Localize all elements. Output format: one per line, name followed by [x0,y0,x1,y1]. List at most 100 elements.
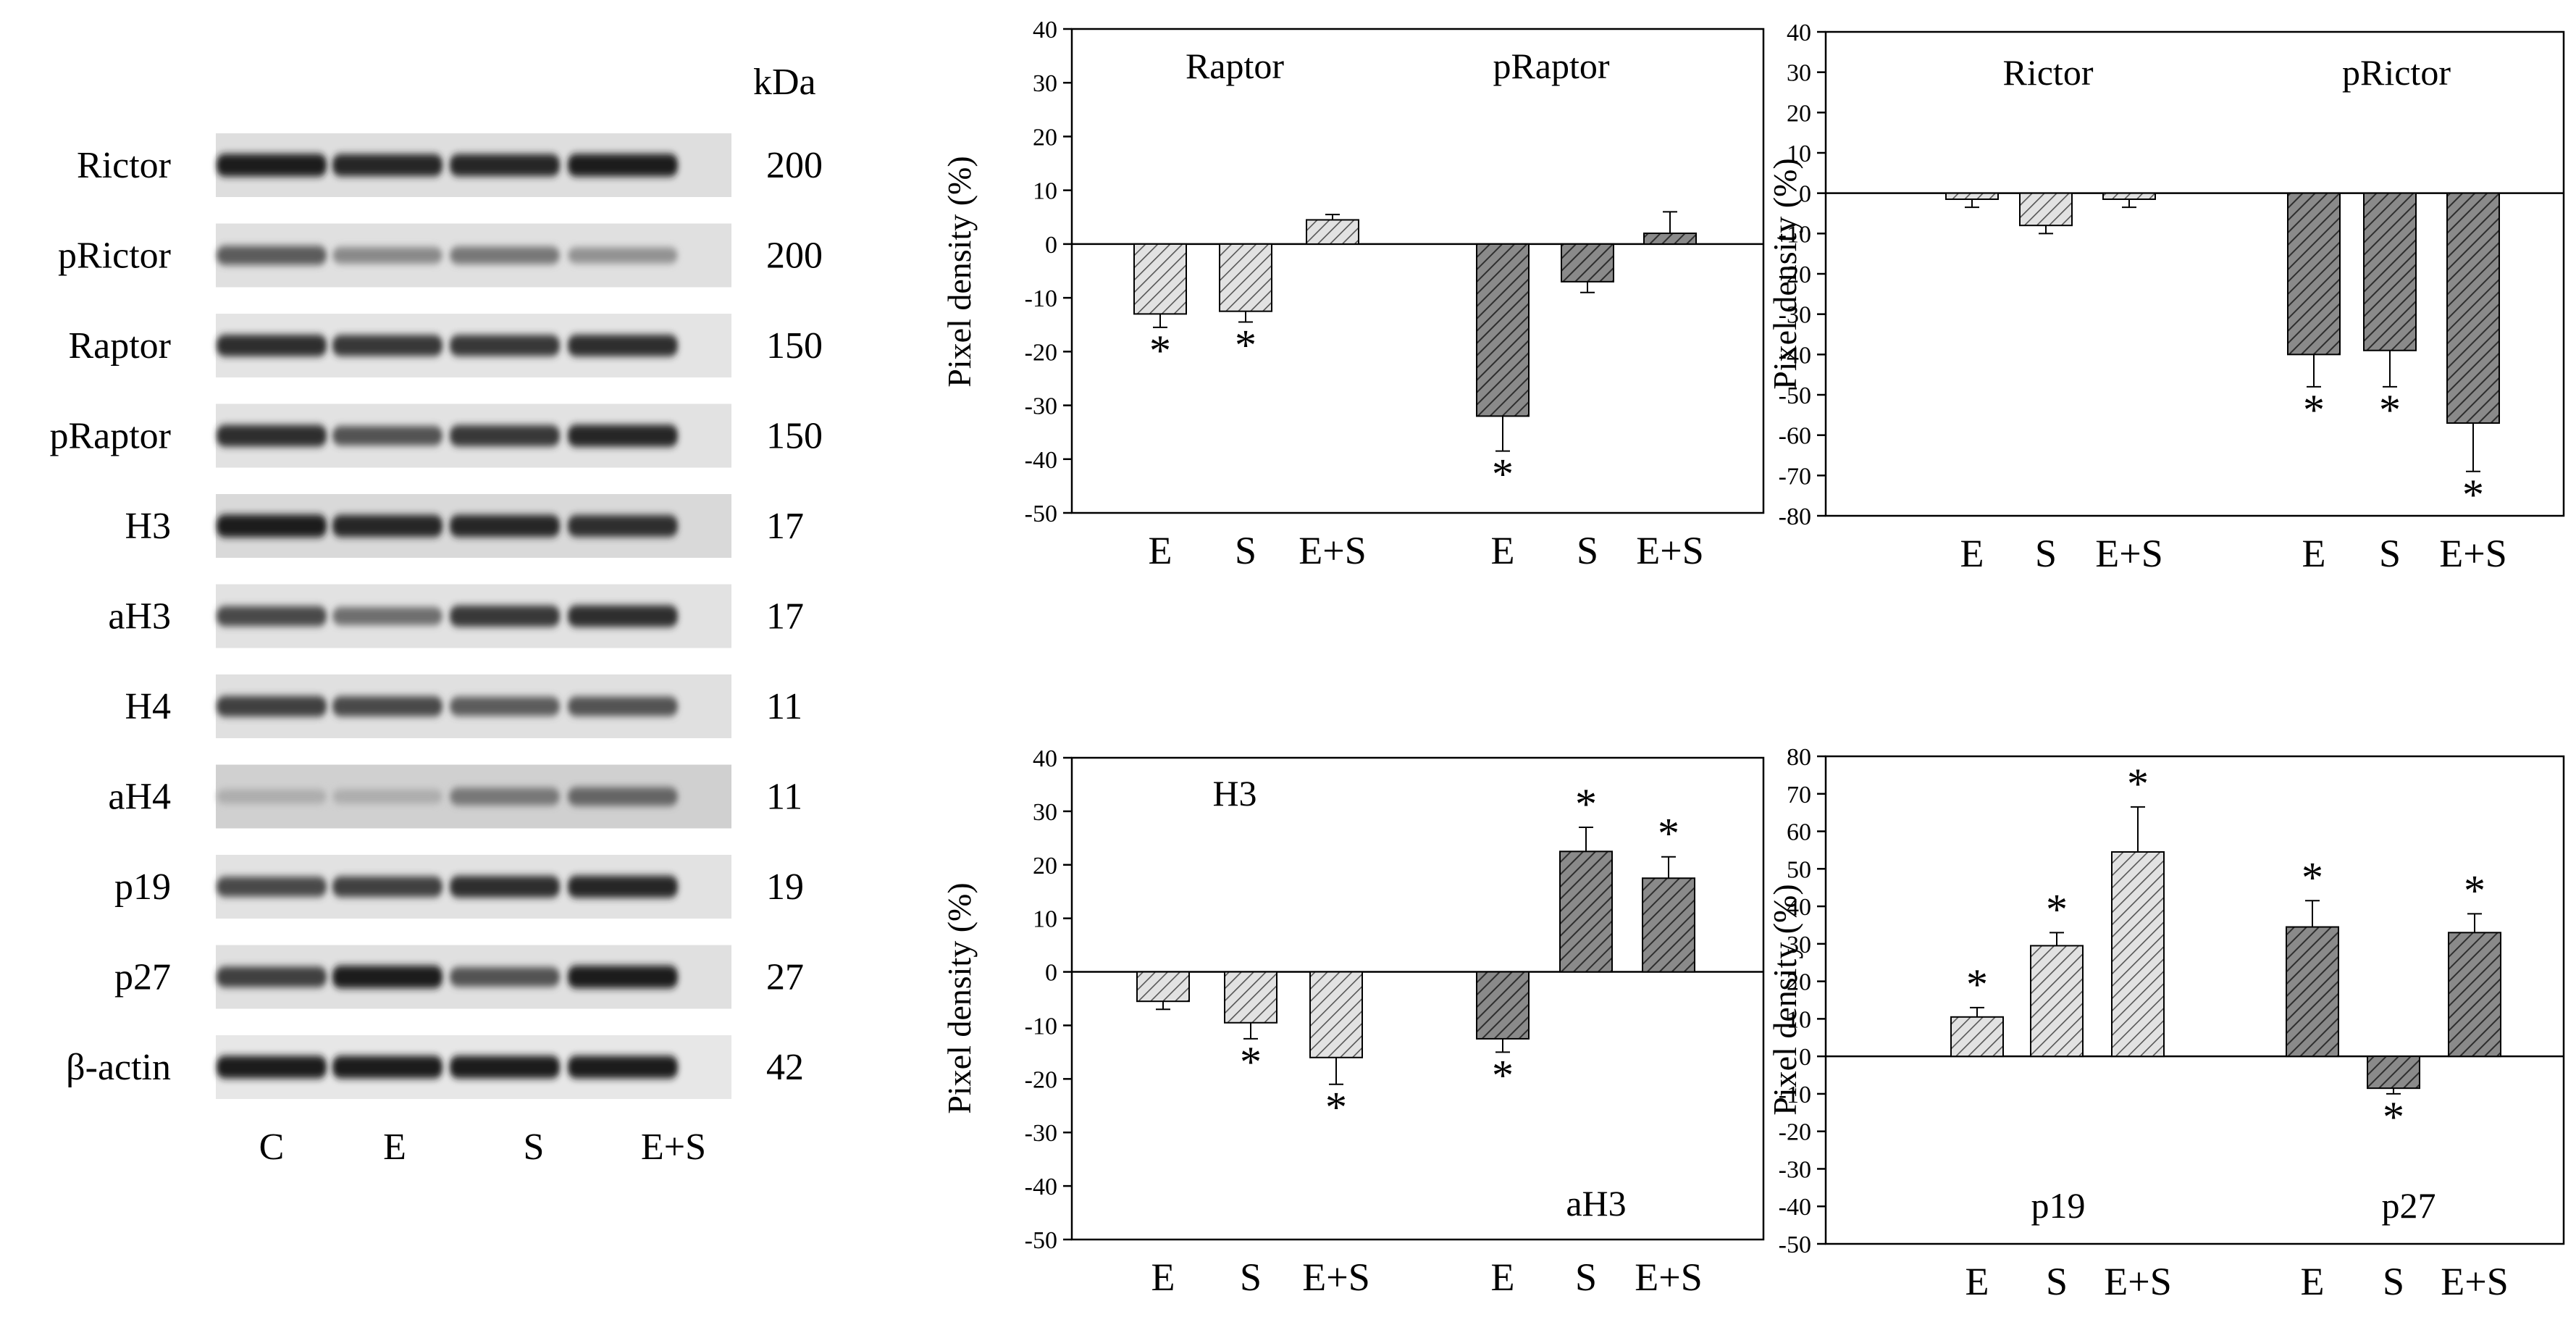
blot-row-label: pRaptor [49,416,171,457]
significance-star: * [2462,471,2484,519]
blot-row-label: Raptor [68,325,171,367]
y-tick-label: -10 [1025,285,1057,312]
blot-band [332,876,442,898]
bar [2286,926,2339,1058]
blot-row-kda: 150 [766,325,823,367]
x-category-label: E+S [2439,532,2506,575]
blot-band [568,1056,678,1079]
y-tick-label: -60 [1779,423,1811,450]
blot-band [217,606,327,627]
blot-band [332,789,442,804]
bar [2030,945,2084,1058]
bar [2287,192,2341,356]
x-category-label: E [1491,529,1515,572]
y-tick-label: -30 [1025,393,1057,420]
group-label: p27 [2382,1185,2436,1226]
plot-frame [1824,755,2565,1245]
y-tick-label: -40 [1779,342,1811,369]
group-label: Rictor [2003,52,2094,93]
blot-band [450,605,560,627]
blot-row-label: aH4 [108,777,171,818]
blot-row-label: aH3 [108,596,171,638]
blot-row: H4 11 [125,674,802,738]
y-tick-label: 20 [1787,969,1811,996]
y-tick-label: -10 [1779,1082,1811,1108]
bar [1642,877,1695,973]
bar [1945,192,1999,201]
x-category-label: E [1960,532,1984,575]
blot-row-kda: 200 [766,235,823,277]
blot-band [332,1056,442,1079]
y-tick-label: 40 [1787,894,1811,921]
blot-band [217,877,327,897]
kda-header: kDa [753,62,816,103]
blot-band [217,154,327,177]
group-label: p19 [2031,1185,2086,1226]
y-tick-label: 20 [1033,124,1057,151]
bar [1643,233,1697,245]
blot-band [568,335,678,356]
blot-band [450,246,560,264]
y-tick-label: 10 [1787,141,1811,167]
x-category-label: S [2383,1260,2404,1303]
significance-star: * [2383,1093,2404,1141]
y-tick-label: -80 [1779,503,1811,530]
significance-star: * [2303,386,2325,434]
blot-band [568,787,678,806]
y-tick-label: 0 [1045,232,1057,259]
chart-rictor-prictor: 40 30 20 10 0 -10 -20 -30 -40 -50 -60 -70 -80 Pixel d… [1766,20,2565,575]
bar [1136,971,1190,1003]
bar [1950,1016,2004,1058]
blot-band [568,515,678,537]
y-tick-label: -70 [1779,463,1811,490]
y-tick-label: -30 [1779,1156,1811,1183]
y-tick-label: 50 [1787,856,1811,883]
x-category-label: E [1151,1255,1175,1299]
blot-row: β-actin 42 [66,1035,804,1099]
y-tick-label: 20 [1033,853,1057,879]
blot-band [568,875,678,898]
significance-star: * [1325,1084,1347,1132]
x-category-label: E+S [1636,529,1703,572]
y-tick-label: -20 [1025,339,1057,366]
significance-star: * [1492,451,1514,498]
y-tick-label: 30 [1787,60,1811,87]
y-tick-label: -50 [1779,1232,1811,1258]
significance-star: * [2464,866,2485,914]
lane-label: E+S [641,1127,706,1168]
bar [1476,243,1530,417]
bar [1224,971,1277,1024]
bar [2019,192,2073,227]
lane-label: E [383,1127,406,1168]
y-tick-label: 30 [1033,70,1057,97]
blot-band [332,607,442,625]
group-label: pRaptor [1493,46,1609,86]
bar [2111,851,2165,1058]
x-category-label: S [2035,532,2057,575]
blot-row: aH4 11 [108,764,802,829]
blot-row: aH3 17 [108,584,804,648]
bar [2446,192,2500,424]
y-tick-label: -20 [1025,1066,1057,1093]
x-category-label: E+S [2095,532,2162,575]
y-tick-label: 10 [1033,906,1057,933]
blot-band [332,425,442,446]
y-tick-label: -50 [1025,501,1057,527]
bar [2448,932,2501,1058]
x-category-label: E [1491,1255,1515,1299]
significance-star: * [2127,760,2149,808]
y-tick-label: -50 [1025,1227,1057,1254]
blot-band [568,965,678,989]
y-tick-label: 20 [1787,100,1811,127]
significance-star: * [1235,322,1256,369]
y-tick-label: 0 [1799,181,1811,208]
blot-row-kda: 19 [766,866,804,908]
y-tick-label: 10 [1033,178,1057,205]
blot-band [217,425,327,447]
x-category-label: S [1235,529,1256,572]
blot-row-label: H4 [125,686,171,727]
blot-row-label: p27 [114,957,171,998]
x-category-label: S [1577,529,1598,572]
blot-row-kda: 17 [766,506,804,547]
blot-row-label: H3 [125,506,171,547]
